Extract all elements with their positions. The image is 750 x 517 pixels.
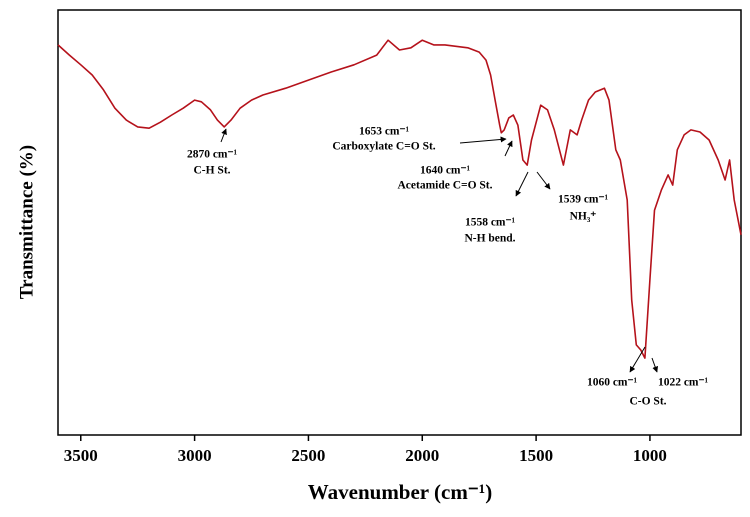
annotation-text: NH₃⁺ xyxy=(570,211,597,223)
x-tick-label: 3500 xyxy=(64,446,98,465)
annotation-arrow xyxy=(504,140,513,157)
annotation-arrow xyxy=(515,171,529,197)
annotation-arrow xyxy=(459,136,507,144)
annotation-text: 2870 cm⁻¹ xyxy=(187,149,237,161)
x-axis-label: Wavenumber (cm⁻¹) xyxy=(308,480,492,504)
spectrum-line xyxy=(57,39,742,359)
x-tick-label: 3000 xyxy=(178,446,212,465)
annotation-text: 1558 cm⁻¹ xyxy=(465,217,515,229)
annotation-text: 1060 cm⁻¹ xyxy=(587,377,637,389)
annotation-text: C-H St. xyxy=(193,165,230,177)
plot-frame xyxy=(57,9,742,436)
annotation-text: C-O St. xyxy=(629,396,666,408)
x-tick-label: 2500 xyxy=(291,446,325,465)
annotation-text: 1022 cm⁻¹ xyxy=(658,377,708,389)
annotation-text: N-H bend. xyxy=(464,233,515,245)
annotation-text: Carboxylate C=O St. xyxy=(332,141,435,153)
annotation-arrow xyxy=(629,346,646,373)
annotation-arrow xyxy=(536,171,551,190)
x-tick-label: 1500 xyxy=(519,446,553,465)
annotation-arrow xyxy=(220,128,227,143)
annotation-text: 1640 cm⁻¹ xyxy=(420,165,470,177)
annotation-text: 1653 cm⁻¹ xyxy=(359,126,409,138)
annotation-text: Acetamide C=O St. xyxy=(397,180,492,192)
annotation-text: 1539 cm⁻¹ xyxy=(558,194,608,206)
x-tick-label: 2000 xyxy=(405,446,439,465)
y-axis-label: Transmittance (%) xyxy=(16,145,37,299)
x-tick-label: 1000 xyxy=(633,446,667,465)
annotation-arrow xyxy=(651,357,659,373)
